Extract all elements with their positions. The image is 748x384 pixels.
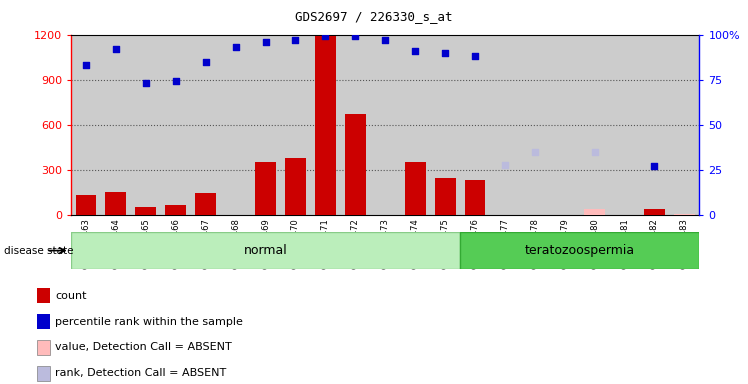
Bar — [644, 209, 665, 215]
Text: percentile rank within the sample: percentile rank within the sample — [55, 317, 243, 327]
Bar — [580, 35, 610, 215]
Bar — [674, 214, 695, 215]
Point — [230, 44, 242, 50]
Bar — [221, 35, 251, 215]
Bar — [105, 192, 126, 215]
Text: disease state: disease state — [4, 245, 73, 256]
Bar — [37, 340, 50, 355]
Bar — [465, 180, 485, 215]
Bar — [460, 232, 699, 269]
Point — [289, 37, 301, 43]
Bar — [405, 162, 426, 215]
Point — [469, 53, 481, 59]
Bar — [280, 35, 310, 215]
Point — [529, 149, 541, 155]
Bar — [460, 35, 490, 215]
Bar — [191, 35, 221, 215]
Bar — [71, 35, 101, 215]
Point — [349, 33, 361, 40]
Bar — [345, 114, 366, 215]
Bar — [640, 35, 669, 215]
Bar — [315, 36, 336, 215]
Text: count: count — [55, 291, 87, 301]
Bar — [520, 35, 550, 215]
Bar — [76, 195, 96, 215]
Text: teratozoospermia: teratozoospermia — [524, 244, 635, 257]
Text: value, Detection Call = ABSENT: value, Detection Call = ABSENT — [55, 343, 232, 353]
Point — [439, 50, 451, 56]
Bar — [340, 35, 370, 215]
Bar — [310, 35, 340, 215]
Bar — [131, 35, 161, 215]
Point — [379, 37, 391, 43]
Point — [110, 46, 122, 52]
Bar — [400, 35, 430, 215]
Text: normal: normal — [244, 244, 287, 257]
Bar — [165, 205, 186, 215]
Bar — [255, 162, 276, 215]
Bar — [370, 35, 400, 215]
Bar — [37, 314, 50, 329]
Bar — [161, 35, 191, 215]
Bar — [435, 178, 456, 215]
Bar — [135, 207, 156, 215]
Text: GDS2697 / 226330_s_at: GDS2697 / 226330_s_at — [295, 10, 453, 23]
Bar — [584, 209, 605, 215]
Point — [200, 59, 212, 65]
Point — [260, 39, 272, 45]
Point — [499, 161, 511, 167]
Bar — [251, 35, 280, 215]
Point — [170, 78, 182, 84]
Point — [589, 149, 601, 155]
Point — [80, 62, 92, 68]
Bar — [610, 35, 640, 215]
Bar — [669, 35, 699, 215]
Point — [140, 80, 152, 86]
Bar — [430, 35, 460, 215]
Bar — [37, 288, 50, 303]
Bar — [490, 35, 520, 215]
Text: rank, Detection Call = ABSENT: rank, Detection Call = ABSENT — [55, 368, 227, 378]
Bar — [285, 158, 306, 215]
Point — [649, 163, 660, 169]
Bar — [71, 232, 460, 269]
Point — [409, 48, 421, 54]
Point — [319, 33, 331, 40]
Bar — [550, 35, 580, 215]
Bar — [37, 366, 50, 381]
Bar — [101, 35, 131, 215]
Bar — [195, 193, 216, 215]
